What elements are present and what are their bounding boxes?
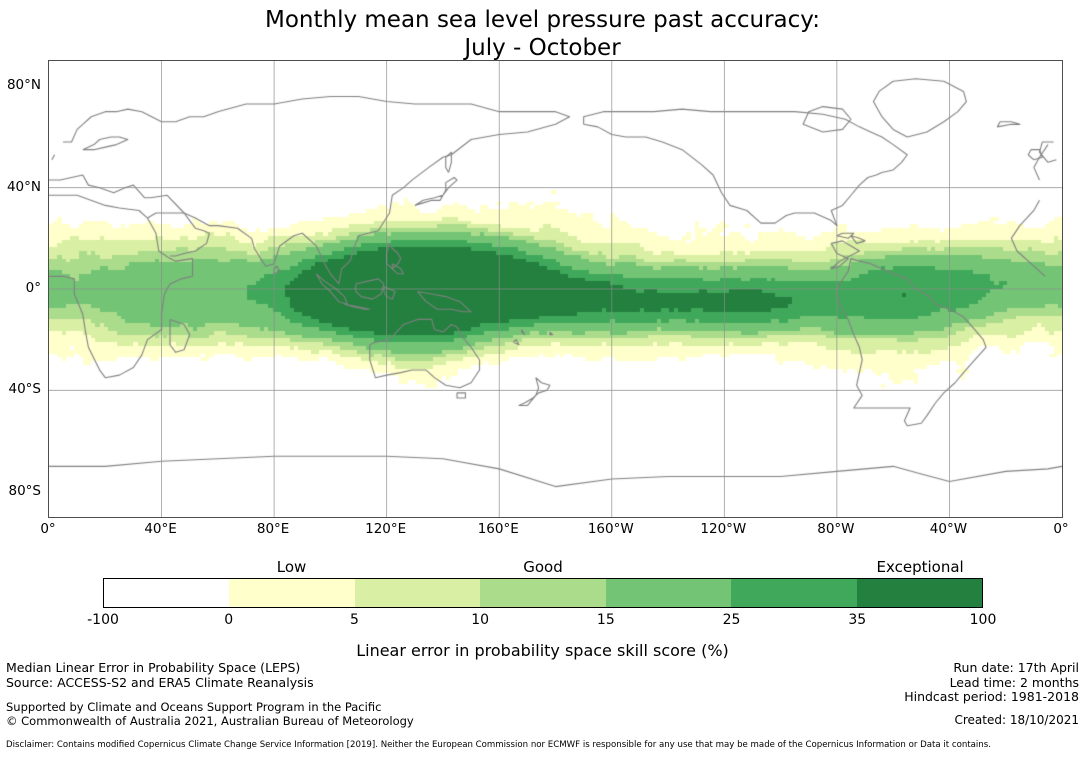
colorbar-segment	[731, 579, 857, 607]
latitude-tick-label: 40°N	[6, 178, 41, 195]
longitude-tick-label: 160°E	[477, 521, 519, 537]
footer-line: Median Linear Error in Probability Space…	[6, 660, 301, 675]
footer-left-secondary: Supported by Climate and Oceans Support …	[6, 700, 414, 728]
colorbar-title: Linear error in probability space skill …	[356, 641, 729, 660]
longitude-tick-label: 40°E	[144, 521, 177, 537]
footer-line: Run date: 17th April	[953, 660, 1079, 675]
colorbar-segment	[354, 579, 481, 607]
disclaimer-text: Disclaimer: Contains modified Copernicus…	[6, 740, 991, 750]
footer-line: Supported by Climate and Oceans Support …	[6, 700, 382, 714]
page-title: Monthly mean sea level pressure past acc…	[0, 6, 1085, 62]
colorbar-segment	[605, 579, 732, 607]
footer-line: Hindcast period: 1981-2018	[904, 689, 1079, 704]
footer-line: Source: ACCESS-S2 and ERA5 Climate Reana…	[6, 674, 314, 690]
colorbar-tick-label: 5	[349, 612, 359, 628]
footer-created-date: Created: 18/10/2021	[954, 713, 1079, 727]
colorbar-tick-label: 100	[969, 612, 997, 628]
longitude-tick-label: 160°W	[587, 521, 634, 537]
latitude-tick-label: 80°S	[8, 482, 42, 499]
colorbar-segment	[104, 579, 230, 607]
colorbar-tick-label: 25	[722, 612, 741, 628]
latitude-tick-label: 0°	[25, 280, 41, 296]
skill-score-heatmap	[49, 61, 1062, 517]
colorbar-tick-label: 15	[596, 612, 615, 628]
colorbar-tick-label: 10	[471, 612, 490, 628]
colorbar-segment	[856, 579, 982, 607]
longitude-tick-label: 0°	[40, 521, 56, 537]
footer-right-primary: Run date: 17th April Lead time: 2 months H…	[904, 660, 1079, 705]
longitude-tick-label: 0°	[1053, 521, 1069, 537]
colorbar-tick-label: 0	[224, 612, 234, 628]
latitude-tick-label: 80°N	[6, 77, 41, 94]
colorbar-segment	[480, 579, 606, 607]
title-line-2: July - October	[464, 35, 621, 61]
colorbar-quality-label: Exceptional	[876, 558, 964, 576]
title-line-1: Monthly mean sea level pressure past acc…	[265, 7, 820, 33]
colorbar-tick-label: 35	[848, 612, 867, 628]
colorbar-segment	[229, 579, 355, 607]
colorbar-tick-label: -100	[87, 612, 119, 628]
longitude-tick-label: 80°W	[817, 521, 855, 537]
longitude-tick-label: 40°W	[929, 521, 968, 537]
footer-left-primary: Median Linear Error in Probability Space…	[6, 660, 314, 690]
colorbar	[103, 578, 983, 608]
longitude-tick-label: 80°E	[256, 521, 290, 537]
map-plot-area	[48, 60, 1063, 518]
longitude-tick-label: 120°W	[700, 521, 747, 537]
colorbar-quality-label: Low	[276, 558, 307, 576]
footer-line: Lead time: 2 months	[949, 674, 1079, 690]
footer-line: © Commonwealth of Australia 2021, Austra…	[6, 714, 414, 728]
colorbar-quality-label: Good	[523, 558, 563, 576]
longitude-tick-label: 120°E	[365, 521, 407, 537]
latitude-tick-label: 40°S	[8, 381, 42, 398]
